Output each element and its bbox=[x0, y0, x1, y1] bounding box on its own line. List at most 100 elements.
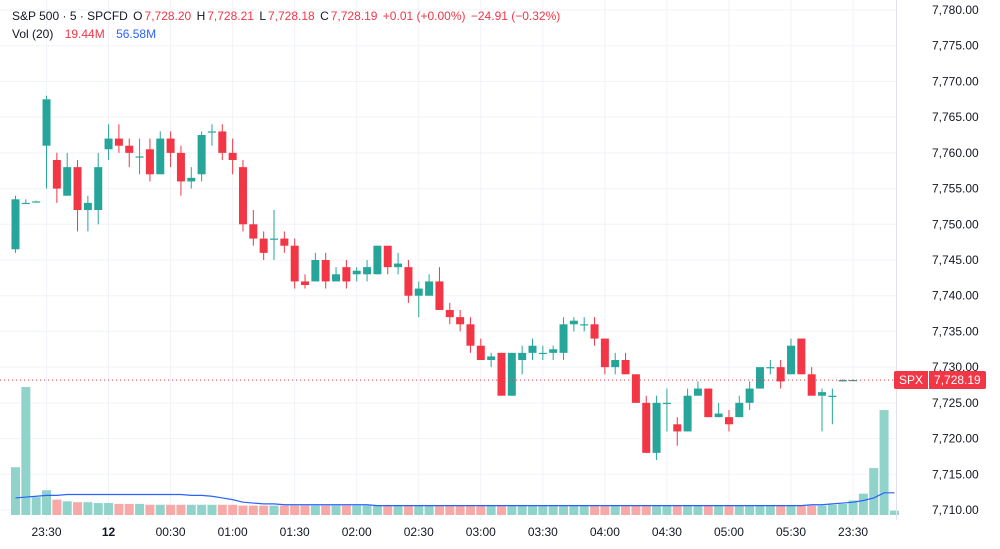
candle-body bbox=[528, 345, 537, 353]
volume-bar bbox=[879, 410, 889, 515]
volume-bar bbox=[31, 497, 41, 515]
price-axis[interactable]: 7,710.00 7,715.00 7,720.00 7,725.00 7,730.00… bbox=[896, 0, 980, 520]
volume-bar bbox=[21, 387, 31, 515]
volume-bar bbox=[331, 505, 341, 515]
candle-body bbox=[332, 274, 341, 282]
candle-body bbox=[176, 152, 185, 182]
candle-body bbox=[673, 424, 682, 432]
candle-body bbox=[683, 395, 692, 432]
candle-body bbox=[280, 238, 289, 246]
symbol-label[interactable]: S&P 500 · 5 · SPCFD bbox=[12, 9, 128, 23]
candle-body bbox=[538, 352, 547, 355]
candle-body bbox=[776, 367, 785, 382]
candle-body bbox=[207, 131, 216, 133]
candle-body bbox=[125, 145, 134, 153]
volume-bar bbox=[352, 505, 362, 515]
candle-body bbox=[145, 149, 154, 175]
candle-body bbox=[394, 263, 403, 268]
volume-bar bbox=[889, 510, 899, 515]
candle-body bbox=[321, 260, 330, 282]
high-value: 7,728.21 bbox=[207, 9, 254, 23]
candle-body bbox=[21, 202, 30, 205]
candle-body bbox=[301, 281, 310, 285]
volume-bar bbox=[517, 505, 527, 515]
ohlc-legend: S&P 500 · 5 · SPCFD O 7,728.20 H 7,728.21 … bbox=[12, 9, 562, 23]
volume-bar bbox=[621, 505, 631, 515]
volume-bar bbox=[755, 505, 765, 515]
volume-bar bbox=[807, 505, 817, 515]
volume-bar bbox=[548, 505, 558, 515]
volume-bar bbox=[838, 503, 848, 515]
candle-body bbox=[114, 138, 123, 146]
time-tick-label: 05:00 bbox=[714, 525, 744, 539]
volume-bar bbox=[207, 504, 217, 515]
volume-bars bbox=[11, 387, 899, 515]
candle-body bbox=[425, 281, 434, 296]
time-tick-label: 02:00 bbox=[342, 525, 372, 539]
volume-bar bbox=[858, 493, 868, 515]
volume-bar bbox=[383, 505, 393, 515]
candle-body bbox=[642, 402, 651, 453]
candle-body bbox=[849, 380, 858, 382]
candle-body bbox=[838, 380, 847, 382]
volume-bar bbox=[279, 505, 289, 515]
volume-bar bbox=[124, 503, 134, 515]
time-tick-label: 23:30 bbox=[838, 525, 868, 539]
candle-body bbox=[724, 417, 733, 425]
candle-body bbox=[197, 135, 206, 175]
candle-body bbox=[166, 138, 175, 153]
volume-bar bbox=[290, 505, 300, 515]
candle-body bbox=[507, 352, 516, 396]
grid-lines bbox=[0, 0, 896, 520]
volume-bar bbox=[310, 505, 320, 515]
volume-label[interactable]: Vol (20) bbox=[12, 27, 54, 41]
time-axis[interactable]: 23:30 12 00:30 01:00 01:30 02:00 02:30 03:00 03:… bbox=[32, 525, 869, 539]
candle-body bbox=[42, 99, 51, 146]
volume-bar bbox=[590, 505, 600, 515]
price-tick-label: 7,760.00 bbox=[932, 146, 979, 160]
candle-body bbox=[818, 392, 827, 396]
price-tick-label: 7,750.00 bbox=[932, 217, 979, 231]
candle-body bbox=[373, 245, 382, 275]
close-label: C bbox=[320, 9, 329, 23]
volume-bar bbox=[445, 505, 455, 515]
candle-body bbox=[549, 349, 558, 353]
candle-body bbox=[621, 360, 630, 375]
volume-bar bbox=[62, 501, 72, 515]
candle-body bbox=[714, 413, 723, 418]
time-tick-label: 12 bbox=[102, 525, 116, 539]
volume-bar bbox=[559, 505, 569, 515]
volume-bar bbox=[362, 505, 372, 515]
volume-bar bbox=[11, 467, 20, 515]
candle-body bbox=[559, 324, 568, 353]
volume-bar bbox=[424, 505, 434, 515]
volume-bar bbox=[217, 504, 227, 515]
candle-body bbox=[704, 388, 713, 418]
volume-bar bbox=[734, 505, 744, 515]
volume-bar bbox=[827, 504, 837, 515]
candle-body bbox=[569, 320, 578, 325]
price-tick-label: 7,725.00 bbox=[932, 396, 979, 410]
low-label: L bbox=[259, 9, 266, 23]
volume-bar bbox=[341, 505, 351, 515]
candle-body bbox=[797, 338, 806, 375]
candle-body bbox=[218, 131, 227, 153]
volume-value: 19.44M bbox=[64, 27, 105, 41]
volume-bar bbox=[641, 505, 651, 515]
candle-body bbox=[63, 167, 72, 196]
price-tick-label: 7,745.00 bbox=[932, 253, 979, 267]
candle-body bbox=[363, 267, 372, 275]
candle-body bbox=[766, 367, 775, 369]
candle-body bbox=[787, 345, 795, 375]
time-tick-label: 05:30 bbox=[776, 525, 806, 539]
candle-body bbox=[435, 281, 444, 310]
volume-bar bbox=[848, 500, 858, 515]
volume-bar bbox=[393, 505, 403, 515]
volume-bar bbox=[683, 505, 693, 515]
volume-bar bbox=[300, 505, 310, 515]
price-tick-label: 7,770.00 bbox=[932, 74, 979, 88]
candle-body bbox=[807, 374, 816, 396]
time-tick-label: 03:30 bbox=[528, 525, 558, 539]
volume-bar bbox=[486, 505, 496, 515]
